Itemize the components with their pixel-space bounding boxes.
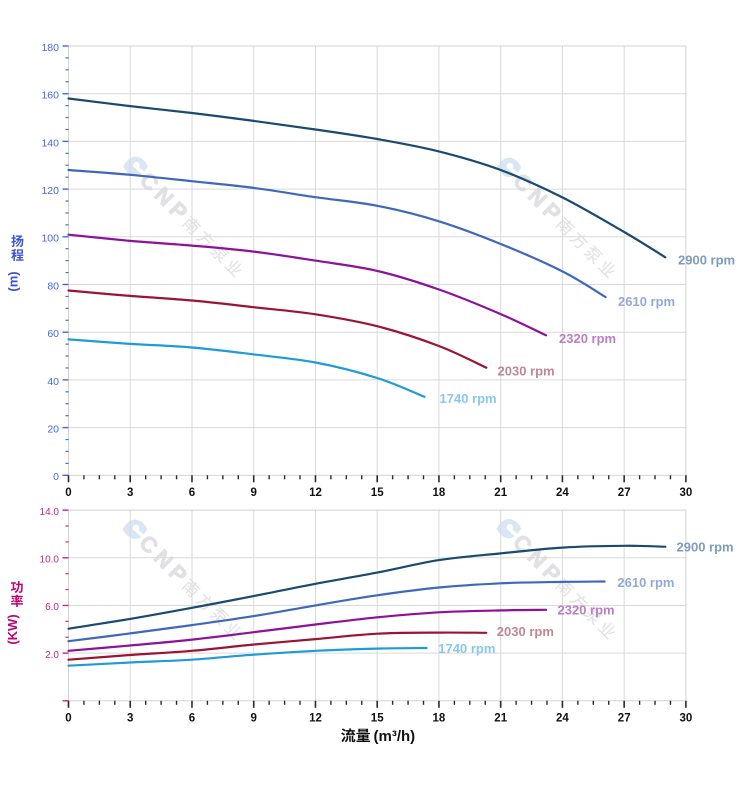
svg-text:14.0: 14.0 (40, 507, 60, 518)
svg-text:2030 rpm: 2030 rpm (497, 624, 554, 639)
svg-text:18: 18 (433, 712, 446, 724)
svg-text:0: 0 (65, 712, 71, 724)
svg-text:2030 rpm: 2030 rpm (498, 363, 555, 378)
svg-text:2320 rpm: 2320 rpm (559, 331, 616, 346)
svg-text:160: 160 (41, 90, 59, 102)
svg-text:3: 3 (127, 487, 133, 499)
svg-text:24: 24 (556, 487, 569, 499)
svg-text:1740 rpm: 1740 rpm (438, 641, 495, 656)
svg-text:40: 40 (47, 376, 59, 388)
svg-text:21: 21 (494, 712, 507, 724)
svg-text:21: 21 (494, 487, 507, 499)
svg-text:(m³/h): (m³/h) (374, 728, 416, 745)
svg-text:60: 60 (47, 328, 59, 340)
svg-text:2610 rpm: 2610 rpm (618, 294, 675, 309)
svg-text:2.0: 2.0 (45, 650, 59, 661)
svg-text:27: 27 (618, 487, 631, 499)
svg-text:6: 6 (189, 487, 195, 499)
svg-text:140: 140 (41, 137, 59, 149)
svg-text:1740 rpm: 1740 rpm (440, 391, 497, 406)
svg-text:12: 12 (309, 712, 322, 724)
svg-text:12: 12 (309, 487, 322, 499)
svg-text:9: 9 (250, 487, 256, 499)
svg-text:30: 30 (680, 487, 693, 499)
svg-text:80: 80 (47, 280, 59, 292)
svg-text:2610 rpm: 2610 rpm (617, 575, 674, 590)
svg-text:6: 6 (189, 712, 195, 724)
svg-text:2320 rpm: 2320 rpm (558, 603, 615, 618)
svg-text:180: 180 (41, 42, 59, 54)
svg-text:120: 120 (41, 185, 59, 197)
svg-text:15: 15 (371, 712, 384, 724)
svg-text:10.0: 10.0 (40, 555, 60, 566)
svg-text:24: 24 (556, 712, 569, 724)
svg-text:(KW): (KW) (5, 614, 20, 644)
svg-text:0: 0 (53, 471, 59, 483)
svg-text:9: 9 (250, 712, 256, 724)
svg-text:2900 rpm: 2900 rpm (677, 540, 734, 555)
svg-text:27: 27 (618, 712, 631, 724)
svg-text:18: 18 (433, 487, 446, 499)
svg-text:(m): (m) (6, 271, 21, 291)
svg-text:2900 rpm: 2900 rpm (678, 253, 735, 268)
svg-text:20: 20 (47, 424, 59, 436)
svg-text:0: 0 (65, 487, 71, 499)
svg-text:6.0: 6.0 (45, 602, 59, 613)
svg-text:15: 15 (371, 487, 384, 499)
svg-text:3: 3 (127, 712, 133, 724)
svg-text:30: 30 (680, 712, 693, 724)
svg-text:100: 100 (41, 233, 59, 245)
